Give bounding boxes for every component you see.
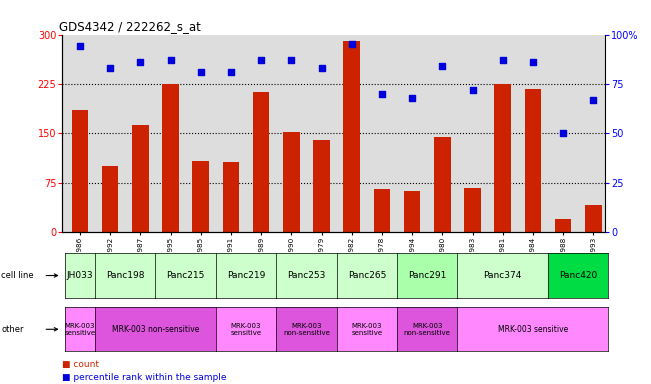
Point (165, 57, 176, 63)
Text: Panc265: Panc265 (348, 271, 386, 280)
Point (588, 97, 598, 103)
Bar (223, 162, 240, 232)
Text: ■ count: ■ count (62, 359, 99, 369)
Bar (585, 205, 602, 232)
Bar (555, 219, 572, 232)
Bar (162, 84, 179, 232)
Bar (72, 110, 89, 232)
Text: cell line: cell line (1, 271, 34, 280)
Point (407, 95, 417, 101)
Point (528, 59, 538, 65)
Bar (464, 188, 481, 232)
Text: GDS4342 / 222262_s_at: GDS4342 / 222262_s_at (59, 20, 201, 33)
Bar (132, 125, 148, 232)
Point (437, 63, 447, 69)
Text: Panc215: Panc215 (167, 271, 205, 280)
Bar (495, 84, 511, 232)
Text: Panc374: Panc374 (484, 271, 522, 280)
Text: Panc253: Panc253 (287, 271, 326, 280)
Bar (434, 137, 450, 232)
Point (135, 59, 146, 65)
Point (316, 65, 327, 71)
Point (75, 43, 85, 50)
Point (286, 57, 297, 63)
Text: other: other (1, 325, 24, 334)
Point (497, 57, 508, 63)
Point (346, 41, 357, 48)
Bar (404, 192, 421, 232)
Point (105, 65, 115, 71)
Bar (313, 140, 330, 232)
Text: MRK-003
sensitive: MRK-003 sensitive (352, 323, 382, 336)
Text: Panc198: Panc198 (106, 271, 145, 280)
Text: Panc291: Panc291 (408, 271, 447, 280)
Bar (193, 161, 209, 232)
Point (226, 69, 236, 75)
Text: JH033: JH033 (66, 271, 93, 280)
Text: ■ percentile rank within the sample: ■ percentile rank within the sample (62, 372, 227, 382)
Point (467, 87, 478, 93)
Text: Panc219: Panc219 (227, 271, 265, 280)
Text: MRK-003
non-sensitive: MRK-003 non-sensitive (404, 323, 450, 336)
Bar (283, 132, 299, 232)
Point (195, 69, 206, 75)
Text: MRK-003
non-sensitive: MRK-003 non-sensitive (283, 323, 330, 336)
Bar (525, 89, 541, 232)
Text: MRK-003 non-sensitive: MRK-003 non-sensitive (112, 325, 199, 334)
Bar (374, 189, 390, 232)
Text: MRK-003
sensitive: MRK-003 sensitive (230, 323, 262, 336)
Point (256, 57, 266, 63)
Bar (102, 166, 118, 232)
Bar (253, 92, 270, 232)
Text: MRK-003 sensitive: MRK-003 sensitive (498, 325, 568, 334)
Point (377, 91, 387, 97)
Text: Panc420: Panc420 (559, 271, 598, 280)
Text: MRK-003
sensitive: MRK-003 sensitive (64, 323, 96, 336)
Bar (344, 41, 360, 232)
Point (558, 131, 568, 137)
